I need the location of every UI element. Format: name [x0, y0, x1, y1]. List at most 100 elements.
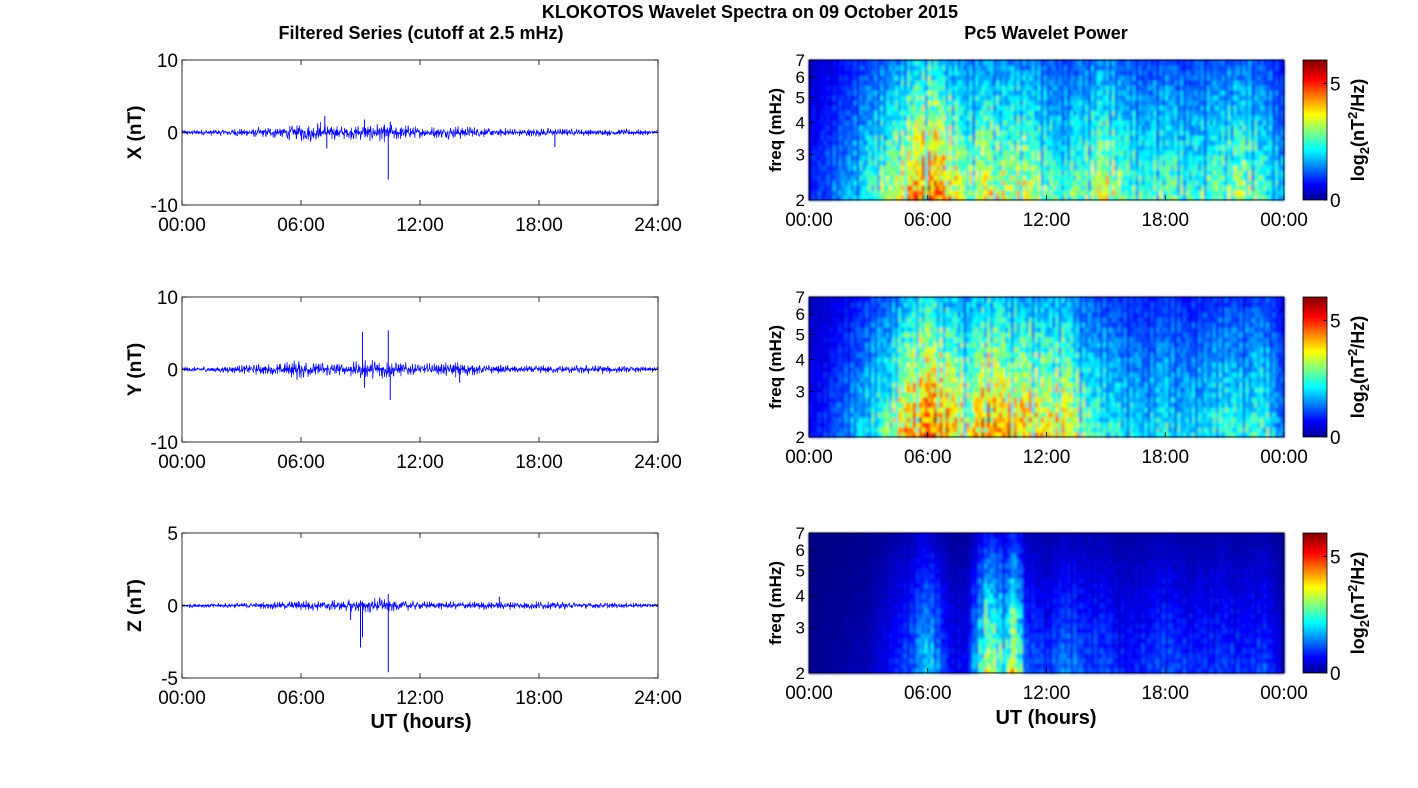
- power-cell: [832, 140, 837, 146]
- power-cell: [921, 130, 926, 136]
- power-cell: [1171, 65, 1175, 71]
- power-cell: [945, 170, 950, 176]
- power-cell: [987, 180, 991, 186]
- power-cell: [1150, 100, 1154, 106]
- power-cell: [1147, 155, 1152, 161]
- power-cell: [901, 130, 905, 136]
- power-cell: [972, 115, 976, 121]
- power-cell: [853, 110, 858, 116]
- power-cell: [906, 145, 911, 151]
- power-cell: [841, 95, 846, 101]
- power-cell: [912, 155, 917, 161]
- power-cell: [963, 120, 967, 126]
- power-cell: [981, 115, 985, 121]
- power-cell: [1197, 165, 1202, 171]
- power-cell: [817, 145, 822, 151]
- power-cell: [1162, 105, 1166, 111]
- power-cell: [918, 165, 923, 171]
- power-cell: [1058, 100, 1062, 106]
- power-cell: [838, 115, 843, 121]
- power-cell: [981, 80, 985, 86]
- power-cell: [1194, 145, 1199, 151]
- power-cell: [1197, 105, 1202, 111]
- power-cell: [924, 60, 929, 66]
- power-cell: [960, 75, 964, 81]
- power-cell: [826, 95, 831, 101]
- power-cell: [1040, 60, 1045, 66]
- power-cell: [1165, 150, 1169, 156]
- power-cell: [877, 135, 881, 141]
- power-cell: [906, 120, 911, 126]
- power-cell: [814, 150, 819, 156]
- power-cell: [1067, 110, 1071, 116]
- power-cell: [1174, 105, 1178, 111]
- power-cell: [1055, 75, 1059, 81]
- power-cell: [1147, 120, 1152, 126]
- power-cell: [1049, 130, 1054, 136]
- power-cell: [909, 120, 914, 126]
- power-cell: [1120, 75, 1125, 81]
- power-cell: [1123, 65, 1128, 71]
- power-cell: [918, 75, 923, 81]
- power-cell: [1111, 170, 1116, 176]
- power-cell: [847, 95, 852, 101]
- power-cell: [942, 175, 947, 181]
- power-cell: [1162, 145, 1166, 151]
- power-cell: [1016, 135, 1021, 141]
- power-cell: [1016, 90, 1021, 96]
- power-cell: [1085, 170, 1089, 176]
- power-cell: [1102, 135, 1107, 141]
- power-cell: [990, 75, 994, 81]
- power-cell: [901, 155, 905, 161]
- power-cell: [904, 180, 908, 186]
- power-cell: [924, 75, 929, 81]
- power-cell: [999, 140, 1003, 146]
- power-cell: [975, 190, 979, 196]
- power-cell: [1079, 65, 1083, 71]
- power-cell: [1162, 130, 1166, 136]
- power-cell: [954, 75, 959, 81]
- power-cell: [1186, 185, 1190, 191]
- power-cell: [1120, 90, 1125, 96]
- power-cell: [1019, 135, 1024, 141]
- power-cell: [1171, 165, 1175, 171]
- power-cell: [1141, 180, 1146, 186]
- power-cell: [1194, 90, 1199, 96]
- power-cell: [1206, 125, 1211, 131]
- x-tick-label: 06:00: [277, 452, 325, 473]
- power-cell: [1215, 175, 1220, 181]
- power-cell: [957, 135, 962, 141]
- power-cell: [1186, 120, 1190, 126]
- power-cell: [898, 95, 902, 101]
- power-cell: [1010, 160, 1015, 166]
- power-cell: [1055, 110, 1059, 116]
- power-cell: [814, 115, 819, 121]
- power-cell: [889, 180, 893, 186]
- power-cell: [969, 65, 973, 71]
- power-cell: [936, 190, 941, 196]
- power-cell: [1013, 110, 1018, 116]
- y-tick-label: 0: [167, 361, 178, 382]
- power-cell: [1123, 115, 1128, 121]
- power-cell: [1209, 75, 1214, 81]
- power-cell: [1096, 70, 1101, 76]
- power-cell: [972, 120, 976, 126]
- power-cell: [859, 185, 864, 191]
- power-cell: [1144, 80, 1149, 86]
- power-cell: [969, 95, 973, 101]
- power-cell: [811, 160, 816, 166]
- power-cell: [945, 180, 950, 186]
- power-cell: [1114, 145, 1119, 151]
- power-cell: [1031, 125, 1036, 131]
- power-cell: [966, 90, 970, 96]
- power-cell: [1073, 75, 1077, 81]
- power-cell: [1132, 190, 1137, 196]
- power-cell: [1046, 65, 1051, 71]
- power-cell: [1094, 165, 1098, 171]
- power-cell: [835, 190, 840, 196]
- power-cell: [1153, 80, 1157, 86]
- power-cell: [1040, 85, 1045, 91]
- power-cell: [1168, 190, 1172, 196]
- power-cell: [1043, 70, 1048, 76]
- power-cell: [990, 60, 994, 66]
